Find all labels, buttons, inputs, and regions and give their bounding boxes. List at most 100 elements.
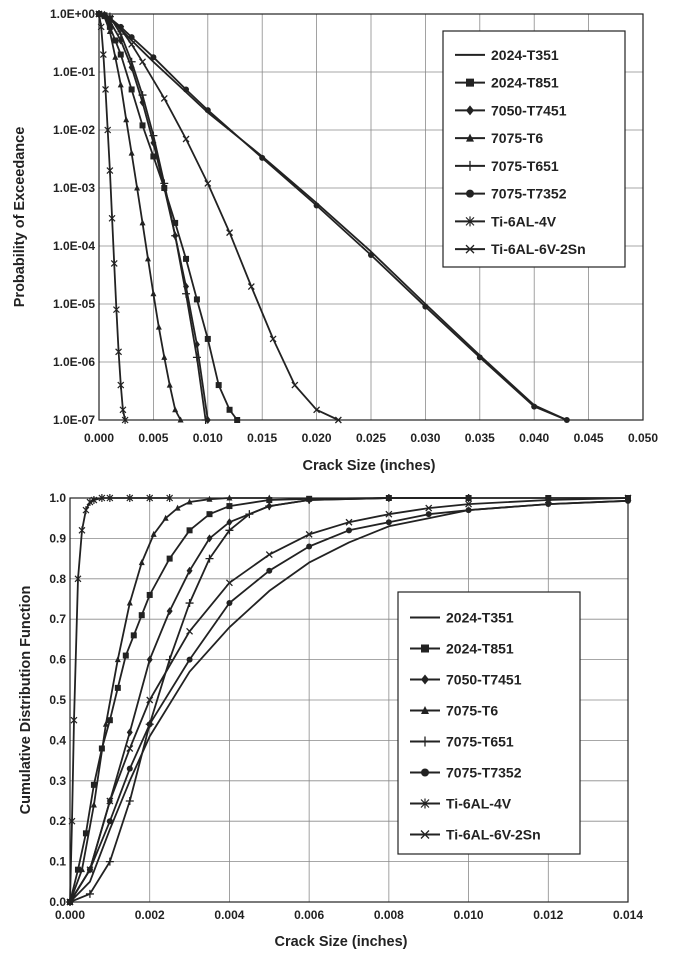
x-tick-label: 0.020 [302, 431, 332, 445]
legend-label-7075-t6: 7075-T6 [446, 703, 498, 719]
data-point-2024-t851 [115, 685, 121, 691]
legend: 2024-T351 2024-T851 7050-T7451 7075-T6 7075-… [398, 592, 580, 854]
data-point-2024-t851 [129, 86, 135, 92]
y-tick-label: 1.0E+00 [50, 7, 95, 21]
legend-marker-7075-t7352 [466, 190, 474, 198]
legend-marker-7075-t7352 [421, 769, 429, 777]
legend-label-ti-6al-4v: Ti-6AL-4V [446, 796, 512, 812]
legend-label-7050-t7451: 7050-T7451 [446, 672, 522, 688]
data-point-7075-t7352 [226, 600, 232, 606]
x-tick-label: 0.006 [294, 908, 324, 922]
legend-label-7075-t6: 7075-T6 [491, 130, 543, 146]
x-tick-label: 0.015 [247, 431, 277, 445]
data-point-2024-t851 [226, 503, 232, 509]
data-point-7075-t7352 [259, 155, 265, 161]
x-tick-label: 0.014 [613, 908, 643, 922]
x-tick-label: 0.004 [214, 908, 244, 922]
x-tick-label: 0.005 [138, 431, 168, 445]
x-tick-label: 0.035 [465, 431, 495, 445]
y-tick-label: 1.0 [49, 491, 66, 505]
legend-label-7075-t651: 7075-T651 [491, 158, 559, 174]
data-point-2024-t851 [112, 37, 118, 43]
x-tick-label: 0.008 [374, 908, 404, 922]
legend-label-7075-t7352: 7075-T7352 [491, 186, 567, 202]
data-point-7075-t7352 [531, 404, 537, 410]
data-point-7075-t7352 [147, 721, 153, 727]
legend-label-2024-t851: 2024-T851 [491, 75, 559, 91]
y-tick-label: 0.7 [49, 612, 66, 626]
y-tick-label: 0.8 [49, 572, 66, 586]
data-point-7075-t7352 [477, 354, 483, 360]
data-point-2024-t851 [194, 296, 200, 302]
data-point-7075-t7352 [205, 107, 211, 113]
data-point-7075-t7352 [314, 202, 320, 208]
y-tick-label: 1.0E-05 [53, 297, 95, 311]
legend-box [398, 592, 580, 854]
legend-box [443, 31, 625, 267]
y-tick-label: 0.2 [49, 814, 66, 828]
y-tick-label: 1.0E-02 [53, 123, 95, 137]
x-tick-label: 0.025 [356, 431, 386, 445]
x-tick-label: 0.010 [193, 431, 223, 445]
y-tick-label: 0.0 [49, 895, 66, 909]
x-axis-title: Crack Size (inches) [275, 934, 408, 950]
legend-label-ti-6al-4v: Ti-6AL-4V [491, 213, 557, 229]
y-tick-label: 0.1 [49, 855, 66, 869]
data-point-2024-t851 [207, 511, 213, 517]
data-point-7075-t7352 [426, 511, 432, 517]
data-point-2024-t851 [227, 407, 233, 413]
data-point-7075-t7352 [422, 304, 428, 310]
y-tick-label: 0.6 [49, 653, 66, 667]
x-tick-label: 0.010 [454, 908, 484, 922]
y-tick-label: 1.0E-03 [53, 181, 95, 195]
legend-label-ti-6al-6v-2sn: Ti-6AL-6V-2Sn [446, 827, 541, 843]
data-point-7075-t7352 [466, 507, 472, 513]
data-point-7075-t7352 [187, 657, 193, 663]
data-point-7075-t7352 [107, 818, 113, 824]
data-point-2024-t851 [216, 382, 222, 388]
y-tick-label: 1.0E-01 [53, 65, 95, 79]
data-point-2024-t851 [139, 612, 145, 618]
legend-label-2024-t351: 2024-T351 [446, 610, 514, 626]
data-point-2024-t851 [118, 52, 124, 58]
data-point-2024-t851 [205, 336, 211, 342]
legend-label-7075-t651: 7075-T651 [446, 734, 514, 750]
x-tick-label: 0.002 [135, 908, 165, 922]
x-tick-label: 0.000 [84, 431, 114, 445]
data-point-2024-t851 [167, 556, 173, 562]
legend-label-7050-t7451: 7050-T7451 [491, 102, 567, 118]
data-point-7075-t7352 [150, 54, 156, 60]
data-point-7075-t7352 [386, 519, 392, 525]
y-tick-label: 0.4 [49, 733, 66, 747]
x-tick-label: 0.045 [574, 431, 604, 445]
x-tick-label: 0.030 [410, 431, 440, 445]
y-tick-label: 0.9 [49, 531, 66, 545]
legend-marker-2024-t851 [466, 79, 474, 87]
y-tick-label: 0.3 [49, 774, 66, 788]
data-point-7075-t7352 [368, 252, 374, 258]
legend-label-ti-6al-6v-2sn: Ti-6AL-6V-2Sn [491, 241, 586, 257]
data-point-2024-t851 [183, 256, 189, 262]
x-axis-title: Crack Size (inches) [303, 458, 436, 474]
x-tick-label: 0.040 [519, 431, 549, 445]
exceedance-chart: 0.000 0.005 0.010 0.015 0.020 0.025 0.030 0.035… [12, 7, 658, 474]
x-tick-label: 0.012 [533, 908, 563, 922]
y-axis-title: Probability of Exceedance [12, 127, 28, 308]
data-point-7075-t7352 [129, 34, 135, 40]
data-point-7075-t7352 [346, 527, 352, 533]
cdf-chart: 0.000 0.002 0.004 0.006 0.008 0.010 0.012 0.014… [18, 491, 643, 950]
data-point-7075-t7352 [183, 86, 189, 92]
legend-label-7075-t7352: 7075-T7352 [446, 765, 522, 781]
data-point-7075-t7352 [266, 568, 272, 574]
y-tick-label: 1.0E-07 [53, 413, 95, 427]
data-point-7075-t7352 [564, 417, 570, 423]
data-point-2024-t851 [234, 417, 240, 423]
legend-marker-2024-t851 [421, 645, 429, 653]
data-point-2024-t851 [131, 632, 137, 638]
y-tick-label: 1.0E-04 [53, 239, 95, 253]
legend: 2024-T351 2024-T851 7050-T7451 7075-T6 7075-… [443, 31, 625, 267]
legend-label-2024-t351: 2024-T351 [491, 47, 559, 63]
y-axis-title: Cumulative Distribution Function [18, 586, 34, 815]
data-point-7075-t7352 [127, 766, 133, 772]
x-tick-label: 0.050 [628, 431, 658, 445]
